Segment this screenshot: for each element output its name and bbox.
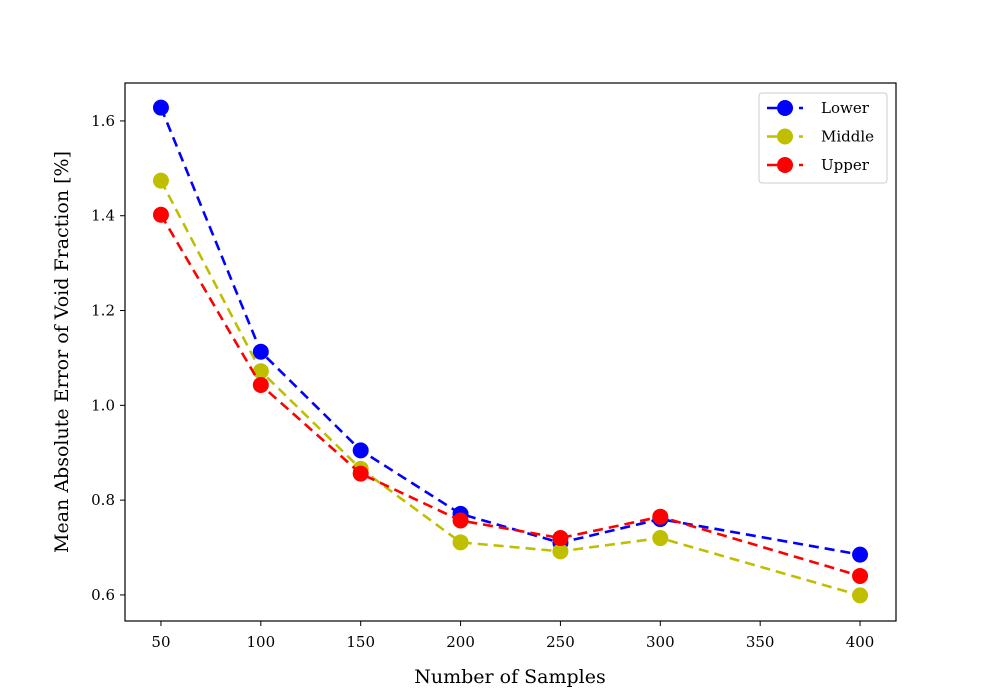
data-point-middle	[452, 534, 469, 551]
legend-marker-lower	[777, 100, 793, 116]
y-tick-label: 1.6	[91, 112, 115, 130]
y-tick-label: 1.4	[91, 207, 115, 225]
data-point-lower	[852, 546, 869, 563]
data-point-upper	[552, 530, 569, 547]
x-axis-title: Number of Samples	[414, 666, 606, 688]
data-point-middle	[852, 587, 869, 604]
data-point-upper	[152, 206, 169, 223]
y-axis-title: Mean Absolute Error of Void Fraction [%]	[51, 151, 73, 553]
legend-label-upper: Upper	[821, 156, 870, 174]
data-point-upper	[852, 567, 869, 584]
data-point-middle	[152, 172, 169, 189]
y-tick-label: 1.2	[91, 302, 115, 320]
plot-frame	[124, 82, 897, 622]
y-tick-label: 1.0	[91, 396, 115, 414]
x-tick-label: 400	[846, 633, 875, 651]
y-tick-label: 0.6	[91, 586, 115, 604]
x-tick-label: 300	[646, 633, 675, 651]
data-point-lower	[152, 99, 169, 116]
data-point-middle	[652, 530, 669, 547]
x-tick-label: 200	[446, 633, 475, 651]
legend: Lower Middle Upper	[758, 92, 888, 184]
legend-label-lower: Lower	[821, 99, 870, 117]
data-point-lower	[252, 343, 269, 360]
data-point-middle	[552, 543, 569, 560]
x-tick-label: 250	[546, 633, 575, 651]
x-tick-label: 150	[346, 633, 375, 651]
x-tick-label: 350	[746, 633, 775, 651]
x-axis: 50 100 150 200 250 300 350 400	[151, 621, 874, 651]
x-tick-label: 100	[247, 633, 276, 651]
data-point-upper	[252, 376, 269, 393]
data-point-upper	[452, 512, 469, 529]
y-tick-label: 0.8	[91, 491, 115, 509]
data-point-upper	[652, 508, 669, 525]
x-tick-label: 50	[151, 633, 170, 651]
series-upper	[152, 206, 869, 584]
legend-marker-middle	[777, 128, 793, 145]
legend-marker-upper	[777, 157, 793, 173]
y-axis: 0.6 0.8 1.0 1.2 1.4 1.6	[91, 112, 125, 604]
data-point-upper	[352, 465, 369, 482]
data-point-middle	[252, 363, 269, 380]
series-middle	[152, 172, 869, 604]
legend-label-middle: Middle	[821, 128, 874, 146]
data-point-lower	[352, 442, 369, 459]
series-layer	[152, 99, 869, 604]
